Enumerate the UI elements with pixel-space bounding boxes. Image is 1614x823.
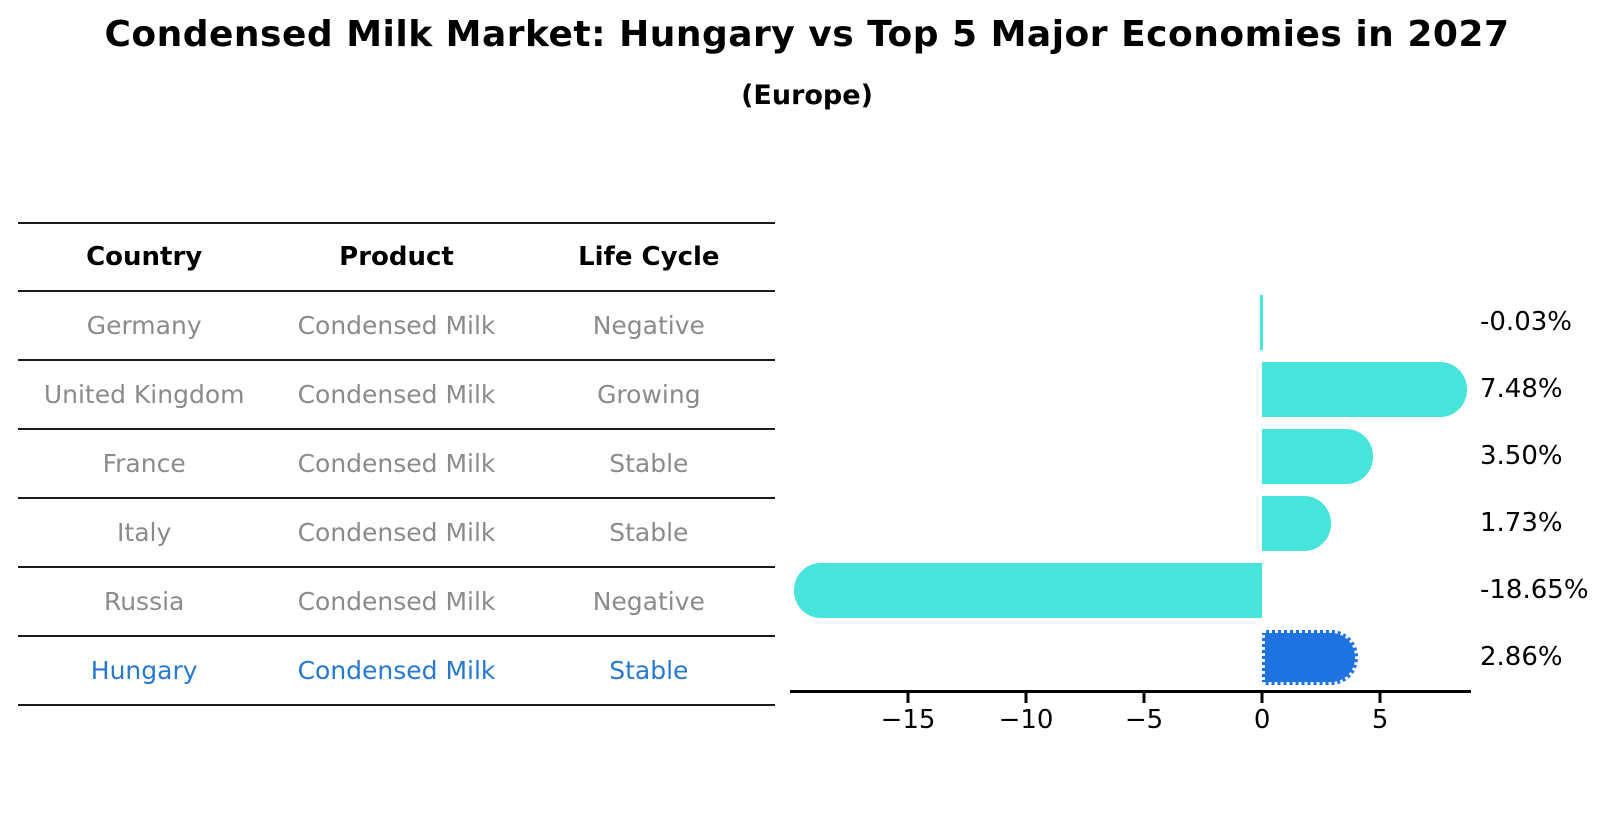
table-row-germany: Germany Condensed Milk Negative — [18, 292, 775, 361]
cell-product: Condensed Milk — [297, 449, 496, 478]
col-header-lifecycle: Life Cycle — [578, 242, 720, 272]
bar-row-hungary: 2.86% — [790, 624, 1614, 691]
bar-chart: -0.03% 7.48% 3.50% 1.73% -18.65% 2.86% −… — [790, 289, 1614, 823]
bar-row-russia: -18.65% — [790, 557, 1614, 624]
cell-lifecycle: Stable — [609, 518, 689, 547]
cell-product: Condensed Milk — [297, 380, 496, 409]
cell-lifecycle: Stable — [609, 656, 689, 685]
value-label-united-kingdom: 7.48% — [1480, 374, 1563, 404]
cell-lifecycle: Growing — [597, 380, 701, 409]
bar-row-italy: 1.73% — [790, 490, 1614, 557]
cell-product: Condensed Milk — [297, 518, 496, 547]
cell-lifecycle: Stable — [609, 449, 689, 478]
bar-row-france: 3.50% — [790, 423, 1614, 490]
country-table: Country Product Life Cycle Germany Conde… — [18, 222, 775, 706]
table-row-hungary: Hungary Condensed Milk Stable — [18, 637, 775, 706]
x-axis-tick — [1378, 693, 1382, 703]
bar-italy — [1262, 496, 1331, 551]
x-axis-tick — [1142, 693, 1146, 703]
x-axis-tick — [906, 693, 910, 703]
cell-product: Condensed Milk — [297, 656, 496, 685]
bar-united-kingdom — [1262, 362, 1467, 417]
bar-row-united-kingdom: 7.48% — [790, 356, 1614, 423]
bar-hungary — [1262, 630, 1358, 685]
bar-germany — [1260, 295, 1263, 350]
cell-lifecycle: Negative — [592, 311, 705, 340]
x-axis-tick — [1260, 693, 1264, 703]
table-row-united-kingdom: United Kingdom Condensed Milk Growing — [18, 361, 775, 430]
cell-country: Russia — [103, 587, 185, 616]
x-axis-line — [790, 690, 1471, 693]
value-label-hungary: 2.86% — [1480, 642, 1563, 672]
x-axis-tick-label: −5 — [1124, 705, 1164, 735]
page-subtitle: (Europe) — [741, 80, 873, 111]
table-row-france: France Condensed Milk Stable — [18, 430, 775, 499]
cell-product: Condensed Milk — [297, 587, 496, 616]
bar-russia — [793, 563, 1263, 618]
page-title: Condensed Milk Market: Hungary vs Top 5 … — [104, 14, 1510, 55]
cell-lifecycle: Negative — [592, 587, 705, 616]
col-header-product: Product — [339, 242, 454, 272]
value-label-italy: 1.73% — [1480, 508, 1563, 538]
value-label-france: 3.50% — [1480, 441, 1563, 471]
cell-country: Germany — [86, 311, 202, 340]
cell-country: Italy — [117, 518, 172, 547]
table-row-italy: Italy Condensed Milk Stable — [18, 499, 775, 568]
cell-country: United Kingdom — [43, 380, 245, 409]
table-row-russia: Russia Condensed Milk Negative — [18, 568, 775, 637]
cell-country: Hungary — [90, 656, 198, 685]
x-axis-tick-label: 5 — [1371, 705, 1389, 735]
table-header-row: Country Product Life Cycle — [18, 224, 775, 292]
bar-row-germany: -0.03% — [790, 289, 1614, 356]
x-axis-tick-label: 0 — [1253, 705, 1271, 735]
col-header-country: Country — [86, 242, 203, 272]
cell-product: Condensed Milk — [297, 311, 496, 340]
x-axis-tick — [1024, 693, 1028, 703]
value-label-germany: -0.03% — [1480, 307, 1572, 337]
x-axis-tick-label: −10 — [998, 705, 1054, 735]
cell-country: France — [102, 449, 186, 478]
bar-france — [1262, 429, 1373, 484]
x-axis-tick-label: −15 — [880, 705, 936, 735]
value-label-russia: -18.65% — [1480, 575, 1589, 605]
